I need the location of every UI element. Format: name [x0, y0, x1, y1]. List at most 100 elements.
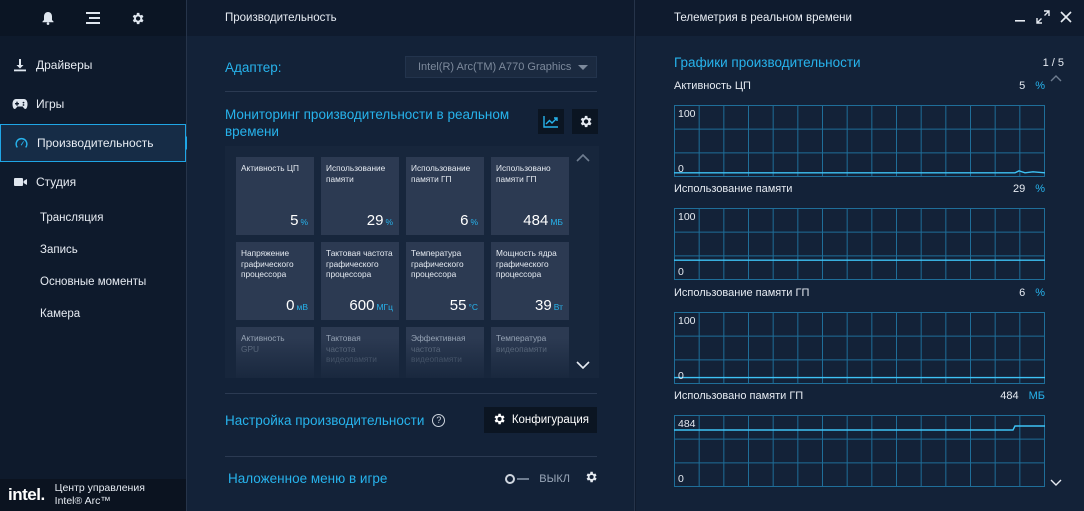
camera-icon — [12, 174, 28, 190]
tile-label: Использовано памяти ГП — [496, 163, 551, 184]
tile-memory-usage[interactable]: Использование памяти 29% — [321, 157, 399, 235]
adapter-select[interactable]: Intel(R) Arc(TM) A770 Graphics — [405, 56, 597, 78]
graph-label-row: Использование памяти ГП 6% — [674, 287, 1045, 299]
tile-value: 600 МГц — [349, 297, 393, 314]
tile-gpu-core-power[interactable]: Мощность ядра графического процессора 39… — [491, 242, 569, 320]
minimize-icon[interactable] — [1014, 11, 1026, 26]
divider — [225, 91, 597, 92]
monitor-settings-button[interactable] — [572, 109, 598, 134]
tile-value: 29% — [366, 212, 393, 229]
tile-value: 39 Вт — [535, 297, 563, 314]
tile-gpu-activity[interactable]: Активность GPU — [236, 327, 314, 378]
chevron-down-icon[interactable] — [575, 359, 591, 371]
gear-icon[interactable] — [584, 470, 598, 487]
tile-label: Тактовая частота графического процессора — [326, 248, 393, 279]
chart-view-button[interactable] — [538, 109, 564, 134]
graph-gpu-memory-usage: 100 0 — [674, 312, 1045, 384]
brand-footer: intel. Центр управления Intel® Arc™ — [0, 479, 186, 511]
graph-canvas — [674, 415, 1045, 487]
graph-canvas — [674, 208, 1045, 280]
sidebar-subitem-camera[interactable]: Камера — [40, 308, 81, 320]
chevron-up-icon[interactable] — [575, 152, 591, 164]
tile-vram-clock[interactable]: Тактовая частота видеопамяти — [321, 327, 399, 378]
tile-effective-vram-clock[interactable]: Эффективная частота видеопамяти — [406, 327, 484, 378]
tile-gpu-voltage[interactable]: Напряжение графического процессора 0 мВ — [236, 242, 314, 320]
tile-label: Напряжение графического процессора — [241, 248, 294, 279]
performance-tuning-row: Настройка производительности ? Конфигура… — [225, 407, 597, 433]
gauge-icon — [13, 135, 29, 151]
tile-gpu-clock[interactable]: Тактовая частота графического процессора… — [321, 242, 399, 320]
tile-gpu-memory-used[interactable]: Использовано памяти ГП 484 МБ — [491, 157, 569, 235]
y-min-label: 0 — [678, 163, 684, 175]
sidebar-item-performance[interactable]: Производительность — [0, 124, 193, 162]
tile-cpu-activity[interactable]: Активность ЦП 5% — [236, 157, 314, 235]
sidebar-item-label: Производительность — [37, 136, 154, 150]
close-icon[interactable] — [1060, 10, 1072, 26]
y-min-label: 0 — [678, 266, 684, 278]
graph-label: Использование памяти — [674, 183, 793, 195]
telemetry-panel: Телеметрия в реальном времени Графики пр… — [636, 0, 1084, 511]
configuration-button-label: Конфигурация — [511, 414, 589, 426]
tile-vram-temperature[interactable]: Температура видеопамяти — [491, 327, 569, 378]
overlay-toggle[interactable] — [505, 473, 530, 484]
sidebar: Драйверы Игры Производительность Студия — [0, 0, 193, 511]
y-max-label: 100 — [678, 315, 696, 327]
graph-gpu-memory-used: 484 0 — [674, 415, 1045, 487]
line-chart-icon — [543, 116, 558, 128]
brand-line-2: Intel® Arc™ — [54, 495, 111, 507]
tile-value: 484 МБ — [523, 212, 563, 229]
sidebar-subitem-record[interactable]: Запись — [40, 244, 78, 256]
bell-icon[interactable] — [38, 8, 58, 28]
tile-label: Активность GPU — [241, 333, 285, 354]
intel-logo: intel. — [8, 485, 45, 504]
sidebar-subitem-highlights[interactable]: Основные моменты — [40, 276, 147, 288]
help-icon[interactable]: ? — [432, 413, 446, 427]
gear-icon[interactable] — [128, 8, 148, 28]
tile-label: Использование памяти — [326, 163, 386, 184]
tile-label: Температура видеопамяти — [496, 333, 547, 354]
graph-cpu-activity: 100 0 — [674, 105, 1046, 177]
gear-icon — [492, 412, 506, 429]
expand-icon[interactable] — [1036, 9, 1050, 27]
download-icon — [12, 57, 28, 73]
y-max-label: 484 — [678, 418, 696, 430]
brand-text: Центр управления Intel® Arc™ — [55, 482, 145, 508]
graph-memory-usage: 100 0 — [674, 208, 1045, 280]
graphs-title: Графики производительности — [674, 55, 861, 70]
sidebar-toolbar — [0, 0, 186, 36]
y-min-label: 0 — [678, 473, 684, 485]
sidebar-subitem-broadcast[interactable]: Трансляция — [40, 212, 104, 224]
graphs-header: Графики производительности 1 / 5 — [674, 55, 1066, 70]
graphs-page-counter: 1 / 5 — [1042, 56, 1064, 69]
menu-lines-icon[interactable] — [83, 8, 103, 28]
telemetry-header: Телеметрия в реальном времени — [636, 0, 1084, 36]
sidebar-item-studio[interactable]: Студия — [0, 163, 186, 201]
chevron-up-icon[interactable] — [1048, 72, 1064, 84]
sidebar-item-label: Драйверы — [36, 58, 93, 72]
chevron-down-icon[interactable] — [1048, 476, 1064, 488]
graph-label-row: Использовано памяти ГП 484 МБ — [674, 390, 1045, 402]
tile-gpu-temperature[interactable]: Температура графического процессора 55 °C — [406, 242, 484, 320]
sidebar-item-games[interactable]: Игры — [0, 85, 186, 123]
tile-label: Температура графического процессора — [411, 248, 464, 279]
y-max-label: 100 — [678, 211, 696, 223]
tile-gpu-memory-usage[interactable]: Использование памяти ГП 6% — [406, 157, 484, 235]
sidebar-item-drivers[interactable]: Драйверы — [0, 46, 186, 84]
graph-canvas — [674, 312, 1045, 384]
monitor-tiles-container[interactable]: Активность ЦП 5% Использование памяти 29… — [225, 146, 599, 378]
adapter-label: Адаптер: — [225, 59, 282, 75]
sidebar-item-label: Игры — [36, 97, 65, 111]
tile-label: Активность ЦП — [241, 163, 299, 173]
window-controls — [1014, 9, 1072, 27]
tile-label: Мощность ядра графического процессора — [496, 248, 557, 279]
tuning-label-group: Настройка производительности ? — [225, 413, 446, 428]
graph-label: Активность ЦП — [674, 80, 751, 92]
overlay-row: Наложенное меню в игре ВЫКЛ — [228, 470, 598, 487]
configuration-button[interactable]: Конфигурация — [483, 407, 597, 433]
divider — [225, 456, 597, 457]
adapter-row: Адаптер: Intel(R) Arc(TM) A770 Graphics — [225, 56, 597, 78]
performance-panel: Производительность Адаптер: Intel(R) Arc… — [187, 0, 635, 511]
y-min-label: 0 — [678, 370, 684, 382]
overlay-toggle-group: ВЫКЛ — [505, 470, 598, 487]
